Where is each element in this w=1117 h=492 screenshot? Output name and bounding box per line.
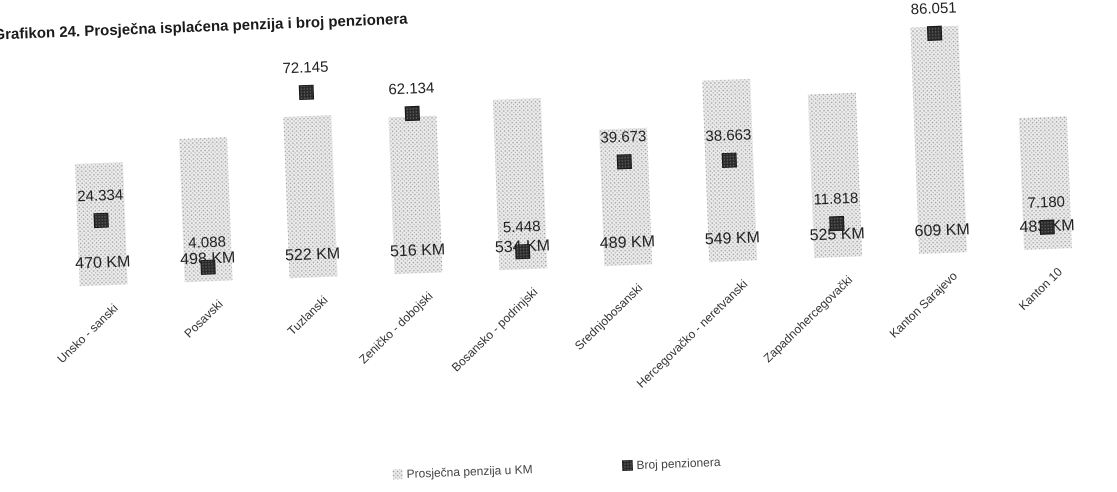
- legend: Prosječna penzija u KM Broj penzionera: [392, 455, 721, 481]
- marker-value-label: 62.134: [388, 80, 435, 99]
- bar-3: [283, 115, 338, 279]
- marker-9: [926, 25, 943, 41]
- marker-4: [404, 105, 420, 122]
- category-label: Zapadnohercegovački: [761, 273, 855, 365]
- marker-3: [298, 84, 315, 101]
- bar-value-label: 489 KM: [600, 233, 656, 252]
- bar-group: 470 KM 498 KM 522 KM 516 KM 534 KM 489 KM 549 …: [75, 25, 1075, 287]
- bar-9: [910, 25, 968, 255]
- bar-value-label: 549 KM: [704, 229, 760, 248]
- marker-1: [93, 212, 109, 229]
- category-label: Zeničko - dobojski: [356, 289, 435, 366]
- bar-value-label: 609 KM: [914, 221, 970, 240]
- category-label: Unsko - sanski: [54, 301, 120, 366]
- legend-label-marker: Broj penzionera: [636, 455, 721, 472]
- marker-2: [200, 259, 216, 275]
- marker-value-label: 86.051: [910, 0, 957, 18]
- bar-8: [807, 92, 863, 259]
- bar-2: [179, 137, 233, 283]
- marker-value-label: 5.448: [503, 218, 541, 236]
- marker-value-label: 4.088: [188, 233, 226, 251]
- bar-4: [388, 115, 443, 275]
- marker-group: 24.334 4.088 72.145 62.134 5.448 39.673 38.663…: [77, 0, 1065, 275]
- bar-10: [1018, 116, 1072, 251]
- category-label: Hercegovačko - neretvanski: [634, 277, 750, 391]
- legend-swatch-bar: [392, 469, 403, 480]
- marker-7: [721, 152, 738, 168]
- marker-value-label: 38.663: [705, 126, 752, 145]
- bar-value-label: 470 KM: [75, 253, 131, 272]
- category-label: Posavski: [181, 297, 225, 341]
- chart-body: Grafikon 24. Prosječna isplaćena penzija…: [0, 0, 1075, 481]
- category-label: Kanton 10: [1016, 265, 1065, 313]
- marker-8: [829, 215, 845, 232]
- legend-swatch-marker: [621, 459, 633, 471]
- category-label: Srednjobosanski: [572, 281, 645, 353]
- marker-value-label: 7.180: [1027, 193, 1065, 211]
- category-axis: Unsko - sanski Posavski Tuzlanski Zeničko -…: [54, 265, 1065, 391]
- category-label: Kanton Sarajevo: [887, 269, 961, 341]
- marker-5: [515, 244, 531, 260]
- category-label: Bosansko - podrinjski: [449, 285, 541, 375]
- bar-value-label: 516 KM: [390, 241, 446, 260]
- bar-6: [599, 127, 653, 267]
- legend-label-bar: Prosječna penzija u KM: [406, 462, 533, 481]
- category-label: Tuzlanski: [285, 293, 331, 338]
- bar-value-label: 522 KM: [285, 245, 341, 264]
- bar-7: [702, 78, 758, 263]
- bar-value-label: 498 KM: [180, 249, 236, 268]
- bar-5: [492, 98, 548, 271]
- bar-value-label: 525 KM: [809, 225, 865, 244]
- chart-title: Grafikon 24. Prosječna isplaćena penzija…: [0, 11, 408, 44]
- marker-value-label: 72.145: [282, 59, 329, 78]
- marker-10: [1039, 219, 1055, 235]
- marker-value-label: 11.818: [813, 190, 858, 209]
- marker-value-label: 24.334: [77, 187, 124, 206]
- marker-6: [616, 154, 632, 170]
- marker-value-label: 39.673: [600, 128, 647, 147]
